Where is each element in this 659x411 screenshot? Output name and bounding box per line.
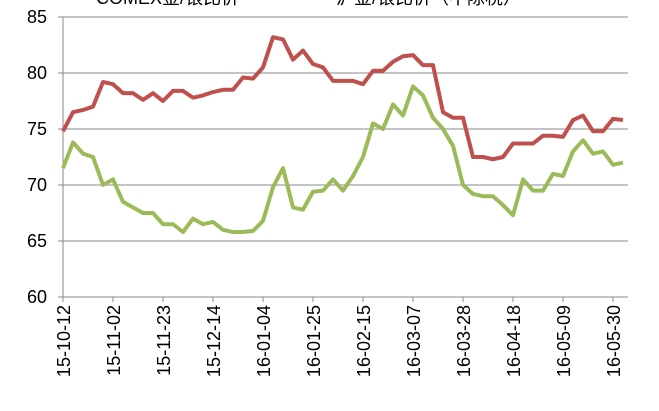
x-tick-label: 16-01-04 bbox=[254, 305, 274, 377]
x-tick-label: 16-03-28 bbox=[454, 305, 474, 377]
legend-label: COMEX金/银比价 bbox=[96, 0, 239, 8]
y-tick-label: 75 bbox=[27, 119, 47, 139]
x-tick-label: 15-11-23 bbox=[154, 305, 174, 376]
y-tick-label: 70 bbox=[27, 175, 47, 195]
x-tick-label: 16-02-15 bbox=[354, 305, 374, 377]
x-tick-label: 16-04-18 bbox=[504, 305, 524, 377]
line-series bbox=[61, 84, 624, 235]
x-tick-label: 16-05-09 bbox=[554, 305, 574, 377]
y-tick-label: 80 bbox=[27, 63, 47, 83]
y-tick-label: 65 bbox=[27, 231, 47, 251]
x-tick-label: 16-03-07 bbox=[404, 305, 424, 377]
x-tick-label: 15-12-14 bbox=[204, 305, 224, 377]
y-tick-label: 60 bbox=[27, 287, 47, 307]
x-tick-label: 16-05-30 bbox=[604, 305, 624, 377]
y-tick-label: 85 bbox=[27, 7, 47, 27]
x-tick-label: 16-01-25 bbox=[304, 305, 324, 377]
x-tick-label: 15-11-02 bbox=[104, 305, 124, 376]
legend-label: 沪金/银比价（不除税） bbox=[336, 0, 521, 8]
line-series bbox=[61, 35, 624, 162]
x-tick-label: 15-10-12 bbox=[54, 305, 74, 377]
